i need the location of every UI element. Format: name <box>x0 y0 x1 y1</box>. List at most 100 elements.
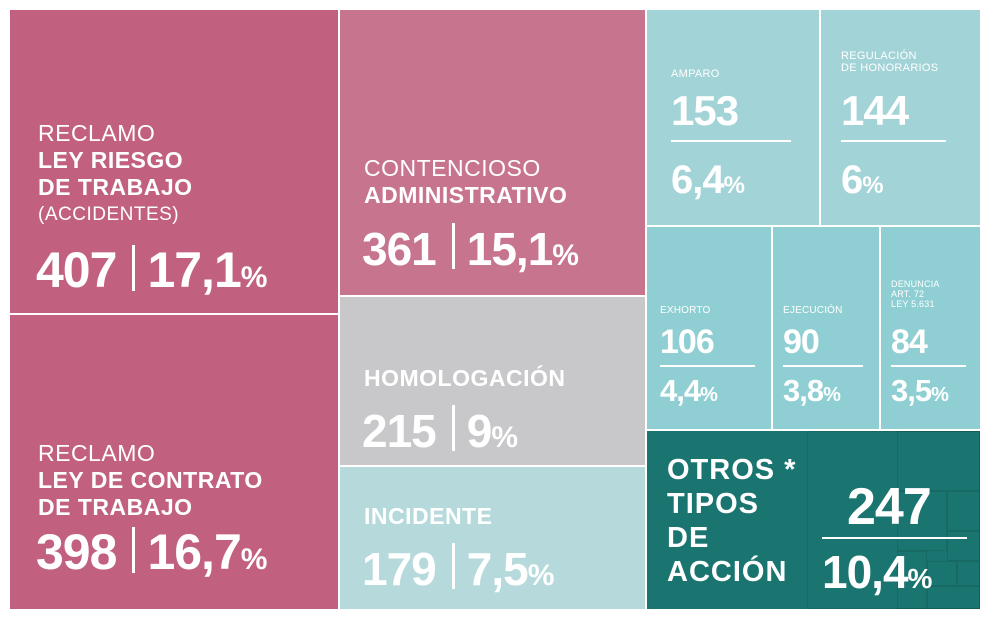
tile-reclamo-riesgo: RECLAMO LEY RIESGO DE TRABAJO (ACCIDENTE… <box>10 10 338 313</box>
tile-percent: 6,4% <box>671 160 745 206</box>
tile-label: EXHORTO <box>660 305 711 316</box>
percent-symbol: % <box>527 559 555 592</box>
label-line: REGULACIÓN <box>841 50 917 62</box>
percent-symbol: % <box>723 172 745 199</box>
grid-box <box>897 491 947 551</box>
tile-label: RECLAMO LEY DE CONTRATO DE TRABAJO <box>38 440 263 521</box>
label-line: RECLAMO <box>38 440 156 466</box>
count-value: 179 <box>362 543 437 595</box>
tile-exhorto: EXHORTO 106 4,4% <box>647 227 771 429</box>
percent-value: 17,1 <box>147 242 241 298</box>
percent-symbol: % <box>823 384 841 406</box>
tile-percent: 3,5% <box>891 375 949 411</box>
tile-label: INCIDENTE <box>364 503 492 530</box>
percent-symbol: % <box>700 384 718 406</box>
label-line: ART. 72 <box>891 289 925 299</box>
tile-values: 179 7,5% <box>362 543 554 601</box>
tile-values: 407 17,1% <box>36 245 267 303</box>
tile-percent: 3,8% <box>783 375 841 411</box>
percent-value: 6,4 <box>671 158 725 202</box>
grid-box <box>957 561 980 586</box>
label-line: DE TRABAJO <box>38 494 193 520</box>
percent-value: 16,7 <box>147 524 241 580</box>
grid-box <box>947 491 980 531</box>
percent-symbol: % <box>491 421 519 454</box>
tile-label: HOMOLOGACIÓN <box>364 365 566 392</box>
count-value: 407 <box>36 242 117 298</box>
tile-label: AMPARO <box>671 68 720 80</box>
divider <box>660 365 755 367</box>
tile-values: 398 16,7% <box>36 527 267 585</box>
percent-value: 10,4 <box>822 546 909 598</box>
percent-symbol: % <box>240 261 268 294</box>
tile-label: RECLAMO LEY RIESGO DE TRABAJO (ACCIDENTE… <box>38 120 193 228</box>
grid-box <box>807 431 980 609</box>
count-value: 398 <box>36 524 117 580</box>
count-value: 153 <box>671 87 739 134</box>
tile-regulacion: REGULACIÓN DE HONORARIOS 144 6% <box>821 10 980 225</box>
count-value: 90 <box>783 323 820 361</box>
label-line: ACCIÓN <box>667 556 788 588</box>
tile-amparo: AMPARO 153 6,4% <box>647 10 819 225</box>
tile-label: OTROS * TIPOS DE ACCIÓN <box>667 453 796 589</box>
tile-label: REGULACIÓN DE HONORARIOS <box>841 50 938 74</box>
percent-symbol: % <box>907 563 933 594</box>
percent-symbol: % <box>862 172 884 199</box>
percent-value: 9 <box>466 405 493 457</box>
count-value: 84 <box>891 323 928 361</box>
divider <box>822 537 967 539</box>
count-value: 106 <box>660 323 715 361</box>
grid-box <box>897 551 927 609</box>
tile-denuncia: DENUNCIA ART. 72 LEY 5.631 84 3,5% <box>881 227 980 429</box>
label-line: DE TRABAJO <box>38 174 193 200</box>
count-value: 247 <box>847 478 932 536</box>
label-line: (ACCIDENTES) <box>38 204 180 225</box>
label-line: LEY DE CONTRATO <box>38 467 263 493</box>
tile-label: EJECUCIÓN <box>783 305 843 316</box>
label-line: OTROS * <box>667 454 797 486</box>
label-line: DE HONORARIOS <box>841 62 939 74</box>
tile-values: 361 15,1% <box>362 223 579 281</box>
percent-value: 3,5 <box>891 373 932 408</box>
divider <box>783 365 863 367</box>
percent-value: 3,8 <box>783 373 824 408</box>
tile-label: DENUNCIA ART. 72 LEY 5.631 <box>891 279 940 309</box>
tile-reclamo-contrato: RECLAMO LEY DE CONTRATO DE TRABAJO 398 16… <box>10 315 338 609</box>
label-line: HOMOLOGACIÓN <box>364 365 566 391</box>
label-line: DE <box>667 522 710 554</box>
grid-box <box>897 431 980 491</box>
tile-contencioso: CONTENCIOSO ADMINISTRATIVO 361 15,1% <box>340 10 645 295</box>
label-line: RECLAMO <box>38 120 156 146</box>
tile-values: 215 9% <box>362 405 518 463</box>
label-line: DENUNCIA <box>891 279 940 289</box>
tile-percent: 6% <box>841 160 884 206</box>
tile-otros: OTROS * TIPOS DE ACCIÓN 247 10,4% <box>647 431 980 609</box>
divider <box>841 140 946 142</box>
tile-percent: 4,4% <box>660 375 718 411</box>
label-line: ADMINISTRATIVO <box>364 182 568 208</box>
grid-box <box>927 561 957 586</box>
label-line: LEY 5.631 <box>891 299 935 309</box>
label-line: TIPOS <box>667 488 760 520</box>
tile-homologacion: HOMOLOGACIÓN 215 9% <box>340 297 645 465</box>
tile-percent: 10,4% <box>822 549 932 602</box>
tile-incidente: INCIDENTE 179 7,5% <box>340 467 645 609</box>
percent-value: 6 <box>841 158 863 202</box>
percent-symbol: % <box>931 384 949 406</box>
percent-symbol: % <box>552 239 579 272</box>
divider <box>891 365 966 367</box>
grid-box <box>947 531 980 561</box>
count-value: 361 <box>362 223 437 275</box>
label-line: CONTENCIOSO <box>364 155 541 181</box>
divider <box>671 140 791 142</box>
percent-value: 7,5 <box>466 543 529 595</box>
percent-value: 15,1 <box>466 223 554 275</box>
percent-symbol: % <box>240 543 268 576</box>
count-value: 215 <box>362 405 437 457</box>
label-line: LEY RIESGO <box>38 147 184 173</box>
tile-ejecucion: EJECUCIÓN 90 3,8% <box>773 227 879 429</box>
tile-label: CONTENCIOSO ADMINISTRATIVO <box>364 155 567 209</box>
percent-value: 4,4 <box>660 373 701 408</box>
label-line: INCIDENTE <box>364 503 493 529</box>
grid-box <box>927 586 980 609</box>
